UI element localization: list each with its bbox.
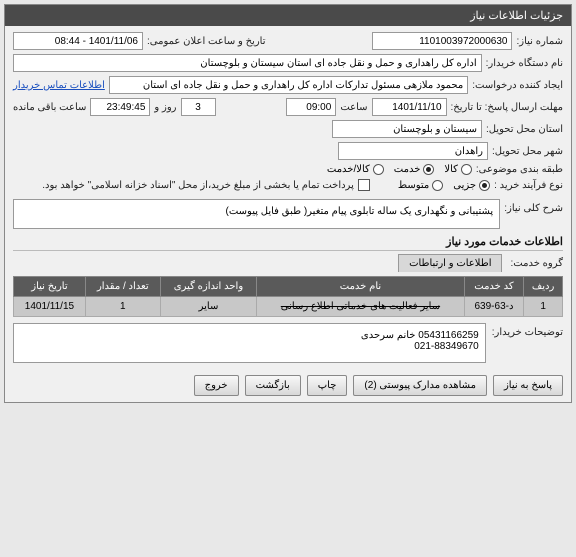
announce-field: 1401/11/06 - 08:44 [13, 32, 143, 50]
row-city: شهر محل تحویل: راهدان [13, 142, 563, 160]
need-no-label: شماره نیاز: [516, 36, 563, 47]
radio-kala-khadamat-label: کالا/خدمت [327, 164, 370, 175]
col-code: کد خدمت [464, 277, 524, 297]
row-buyer-org: نام دستگاه خریدار: اداره کل راهداری و حم… [13, 54, 563, 72]
row-deadline: مهلت ارسال پاسخ: تا تاریخ: 1401/11/10 سا… [13, 98, 563, 116]
row-province: استان محل تحویل: سیستان و بلوچستان [13, 120, 563, 138]
radio-jozi[interactable]: جزیی [453, 180, 490, 191]
row-need-no: شماره نیاز: 1101003972000630 تاریخ و ساع… [13, 32, 563, 50]
need-details-panel: جزئیات اطلاعات نیاز شماره نیاز: 11010039… [4, 4, 572, 403]
exit-button[interactable]: خروج [194, 375, 239, 396]
remain-time-field: 23:49:45 [90, 98, 150, 116]
radio-khadamat-label: خدمت [394, 164, 421, 175]
remain-label: ساعت باقی مانده [13, 102, 86, 113]
radio-kala-khadamat[interactable]: کالا/خدمت [327, 164, 384, 175]
cell-code: د-63-639 [464, 297, 524, 317]
province-field: سیستان و بلوچستان [332, 120, 482, 138]
cell-date: 1401/11/15 [14, 297, 86, 317]
requester-label: ایجاد کننده درخواست: [472, 80, 563, 91]
time-label: ساعت [340, 102, 367, 113]
city-field: راهدان [338, 142, 488, 160]
row-requester: ایجاد کننده درخواست: محمود ملازهی مسئول … [13, 76, 563, 94]
class-label: طبقه بندی موضوعی: [476, 164, 563, 175]
row-classification: طبقه بندی موضوعی: کالا خدمت کالا/خدمت [13, 164, 563, 175]
days-field: 3 [181, 98, 216, 116]
radio-motevaset[interactable]: متوسط [398, 180, 443, 191]
table-row[interactable]: 1 د-63-639 سایر فعالیت های خدماتی اطلاع … [14, 297, 563, 317]
buy-type-label: نوع فرآیند خرید : [494, 180, 563, 191]
attachments-button[interactable]: مشاهده مدارک پیوستی (2) [353, 375, 487, 396]
services-table: ردیف کد خدمت نام خدمت واحد اندازه گیری ت… [13, 276, 563, 317]
radio-kala-label: کالا [444, 164, 458, 175]
col-date: تاریخ نیاز [14, 277, 86, 297]
treasury-label: پرداخت تمام یا بخشی از مبلغ خرید،از محل … [42, 180, 354, 191]
contact-link[interactable]: اطلاعات تماس خریدار [13, 80, 105, 91]
radio-jozi-label: جزیی [453, 180, 476, 191]
table-header-row: ردیف کد خدمت نام خدمت واحد اندازه گیری ت… [14, 277, 563, 297]
buyer-notes-label: توضیحات خریدار: [492, 323, 563, 363]
buyer-notes-box: 05431166259 خانم سرحدی 021-88349670 [13, 323, 486, 363]
row-buy-type: نوع فرآیند خرید : جزیی متوسط پرداخت تمام… [13, 179, 563, 191]
col-row: ردیف [524, 277, 563, 297]
deadline-time-field: 09:00 [286, 98, 336, 116]
radio-kala[interactable]: کالا [444, 164, 472, 175]
province-label: استان محل تحویل: [486, 124, 563, 135]
need-no-field: 1101003972000630 [372, 32, 512, 50]
days-label: روز و [154, 102, 176, 113]
back-button[interactable]: بازگشت [245, 375, 301, 396]
radio-khadamat[interactable]: خدمت [394, 164, 435, 175]
service-group-tab[interactable]: اطلاعات و ارتباطات [398, 254, 502, 272]
panel-title: جزئیات اطلاعات نیاز [5, 5, 571, 26]
col-qty: تعداد / مقدار [85, 277, 160, 297]
reply-button[interactable]: پاسخ به نیاز [493, 375, 563, 396]
requester-field: محمود ملازهی مسئول تدارکات اداره کل راهد… [109, 76, 468, 94]
row-desc: شرح کلی نیاز: پشتیبانی و نگهداری یک ساله… [13, 199, 563, 229]
services-section-title: اطلاعات خدمات مورد نیاز [13, 235, 563, 251]
cell-row: 1 [524, 297, 563, 317]
print-button[interactable]: چاپ [307, 375, 348, 396]
col-unit: واحد اندازه گیری [160, 277, 257, 297]
announce-label: تاریخ و ساعت اعلان عمومی: [147, 36, 266, 47]
service-group-label: گروه خدمت: [510, 258, 563, 269]
col-name: نام خدمت [257, 277, 464, 297]
cell-qty: 1 [85, 297, 160, 317]
buyer-org-label: نام دستگاه خریدار: [486, 58, 563, 69]
class-radio-group: کالا خدمت کالا/خدمت [327, 164, 472, 175]
desc-box: پشتیبانی و نگهداری یک ساله تابلوی پیام م… [13, 199, 500, 229]
radio-motevaset-label: متوسط [398, 180, 429, 191]
buy-type-radio-group: جزیی متوسط [398, 180, 490, 191]
buyer-org-field: اداره کل راهداری و حمل و نقل جاده ای است… [13, 54, 482, 72]
cell-name: سایر فعالیت های خدماتی اطلاع رسانی [257, 297, 464, 317]
button-row: پاسخ به نیاز مشاهده مدارک پیوستی (2) چاپ… [5, 369, 571, 402]
cell-unit: سایر [160, 297, 257, 317]
treasury-checkbox[interactable] [358, 179, 370, 191]
panel-body: شماره نیاز: 1101003972000630 تاریخ و ساع… [5, 26, 571, 369]
row-service-group: گروه خدمت: اطلاعات و ارتباطات [13, 254, 563, 272]
deadline-date-field: 1401/11/10 [372, 98, 447, 116]
desc-label: شرح کلی نیاز: [504, 199, 563, 214]
deadline-label: مهلت ارسال پاسخ: تا تاریخ: [451, 102, 563, 113]
city-label: شهر محل تحویل: [492, 146, 563, 157]
row-buyer-notes: توضیحات خریدار: 05431166259 خانم سرحدی 0… [13, 323, 563, 363]
